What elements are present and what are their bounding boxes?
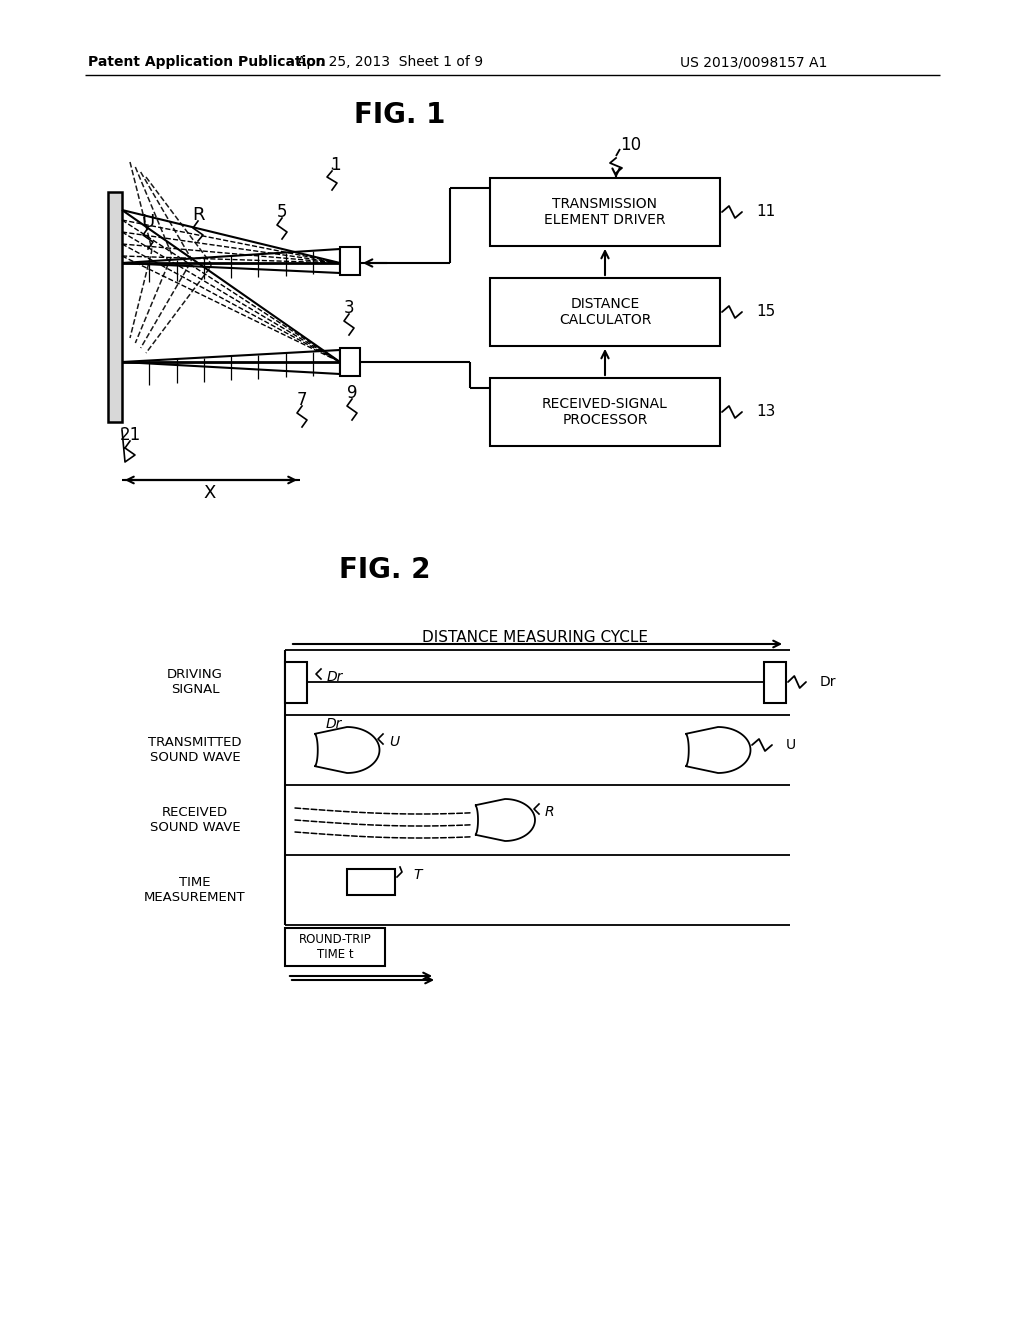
Text: 3: 3 [344,300,354,317]
Text: Apr. 25, 2013  Sheet 1 of 9: Apr. 25, 2013 Sheet 1 of 9 [297,55,483,69]
Bar [490,279,720,346]
Text: Dr: Dr [327,671,343,684]
Text: R: R [191,206,204,224]
Text: 21: 21 [120,426,140,444]
Text: 1: 1 [330,156,340,174]
Text: 10: 10 [620,136,641,154]
Text: 7: 7 [297,391,307,409]
Polygon shape [685,727,751,774]
Bar [340,348,360,376]
Polygon shape [475,799,535,841]
Text: U: U [786,738,796,752]
Text: ROUND-TRIP
TIME t: ROUND-TRIP TIME t [299,933,372,961]
Bar [490,178,720,246]
Text: R: R [545,805,555,818]
Text: 11: 11 [756,205,775,219]
Text: Dr: Dr [326,717,342,731]
Text: DRIVING
SIGNAL: DRIVING SIGNAL [167,668,223,696]
Text: FIG. 2: FIG. 2 [339,556,431,583]
Text: Patent Application Publication: Patent Application Publication [88,55,326,69]
Polygon shape [122,249,340,273]
Text: RECEIVED-SIGNAL
PROCESSOR: RECEIVED-SIGNAL PROCESSOR [542,397,668,428]
Text: DISTANCE
CALCULATOR: DISTANCE CALCULATOR [559,297,651,327]
Polygon shape [314,727,380,774]
Polygon shape [122,350,340,374]
Bar [490,378,720,446]
Text: 5: 5 [276,203,288,220]
Text: X: X [204,484,216,502]
Bar [347,869,395,895]
Bar [764,663,786,704]
Text: TRANSMITTED
SOUND WAVE: TRANSMITTED SOUND WAVE [148,737,242,764]
Text: 15: 15 [756,305,775,319]
Text: 9: 9 [347,384,357,403]
Text: 13: 13 [756,404,775,420]
Text: Dr: Dr [820,675,837,689]
Bar [340,247,360,275]
Bar [285,928,385,966]
Text: U: U [141,213,155,231]
Text: U: U [389,735,399,748]
Text: RECEIVED
SOUND WAVE: RECEIVED SOUND WAVE [150,807,241,834]
Text: FIG. 1: FIG. 1 [354,102,445,129]
Text: T: T [413,869,422,882]
Text: TIME
MEASUREMENT: TIME MEASUREMENT [144,876,246,904]
Text: TRANSMISSION
ELEMENT DRIVER: TRANSMISSION ELEMENT DRIVER [544,197,666,227]
Bar [108,191,122,422]
Text: DISTANCE MEASURING CYCLE: DISTANCE MEASURING CYCLE [422,631,648,645]
Text: US 2013/0098157 A1: US 2013/0098157 A1 [680,55,827,69]
Bar [285,663,307,704]
